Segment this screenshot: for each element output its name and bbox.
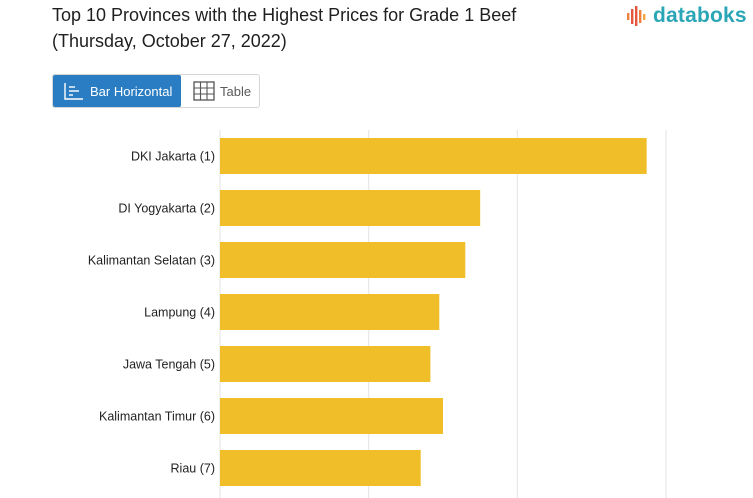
view-toggle: Bar Horizontal Table bbox=[52, 74, 260, 108]
databoks-logo[interactable]: databoks bbox=[626, 4, 747, 28]
bar-5[interactable] bbox=[220, 398, 443, 434]
table-button[interactable]: Table bbox=[181, 75, 251, 107]
category-label-6: Riau (7) bbox=[171, 462, 215, 476]
bar-horizontal-button[interactable]: Bar Horizontal bbox=[53, 75, 181, 107]
category-label-0: DKI Jakarta (1) bbox=[131, 150, 215, 164]
category-label-3: Lampung (4) bbox=[144, 306, 215, 320]
category-label-2: Kalimantan Selatan (3) bbox=[88, 254, 215, 268]
category-label-4: Jawa Tengah (5) bbox=[123, 358, 215, 372]
bar-2[interactable] bbox=[220, 242, 466, 278]
bar-0[interactable] bbox=[220, 138, 647, 174]
bar-6[interactable] bbox=[220, 450, 421, 486]
bar-horizontal-label: Bar Horizontal bbox=[90, 83, 173, 99]
bar-1[interactable] bbox=[220, 190, 481, 226]
chart-title-line2: (Thursday, October 27, 2022) bbox=[52, 31, 287, 51]
databoks-bars-logo-icon bbox=[627, 6, 646, 26]
category-label-1: DI Yogyakarta (2) bbox=[118, 202, 215, 216]
bar-4[interactable] bbox=[220, 346, 431, 382]
logo-text: databoks bbox=[653, 4, 747, 27]
bar-3[interactable] bbox=[220, 294, 440, 330]
chart-title-line1: Top 10 Provinces with the Highest Prices… bbox=[52, 5, 517, 25]
bar-chart-icon bbox=[64, 83, 83, 100]
table-grid-icon bbox=[193, 81, 215, 101]
category-label-5: Kalimantan Timur (6) bbox=[99, 410, 215, 424]
chart-title: Top 10 Provinces with the Highest Prices… bbox=[52, 2, 612, 54]
table-label: Table bbox=[220, 83, 252, 99]
